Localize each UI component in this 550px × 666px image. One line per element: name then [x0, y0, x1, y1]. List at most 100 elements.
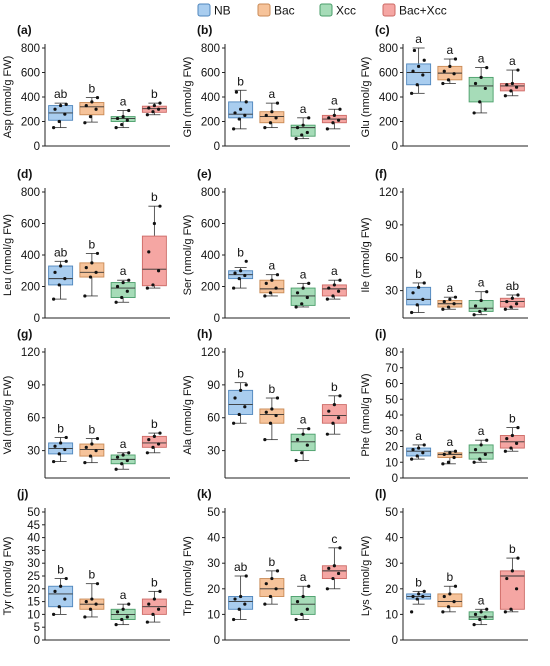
legend-item: NB: [197, 3, 231, 18]
data-point: [90, 442, 94, 446]
data-point: [503, 449, 507, 453]
y-tick-label: 60: [385, 253, 398, 265]
significance-letter: ab: [506, 279, 520, 293]
y-tick-label: 30: [385, 558, 398, 570]
data-point: [237, 412, 241, 417]
data-point: [442, 452, 446, 456]
legend-swatch: [382, 3, 396, 17]
significance-letter: a: [478, 276, 485, 290]
data-point: [52, 612, 56, 617]
data-point: [442, 594, 446, 599]
data-point: [57, 452, 61, 456]
data-point: [485, 290, 489, 294]
data-point: [63, 597, 67, 601]
data-point: [514, 85, 519, 89]
data-point: [244, 100, 248, 104]
y-tick-label: 400: [379, 92, 398, 104]
data-point: [410, 610, 414, 614]
box: [228, 389, 254, 415]
data-point: [88, 454, 93, 458]
data-point: [234, 90, 239, 94]
significance-letter: ab: [54, 87, 68, 101]
box-group: a: [259, 87, 285, 130]
box: [141, 435, 167, 448]
legend-label: Bac: [274, 4, 295, 18]
data-point: [338, 107, 342, 111]
y-tick-label: 50: [207, 507, 220, 519]
box-group: b: [259, 382, 285, 442]
y-tick-label: 40: [27, 533, 40, 545]
box: [48, 265, 74, 286]
box: [499, 570, 525, 610]
data-point: [268, 291, 273, 295]
significance-letter: a: [447, 435, 454, 449]
data-point: [478, 617, 482, 622]
y-tick-label: 200: [201, 117, 220, 129]
box-group: b: [48, 563, 74, 617]
data-point: [453, 57, 458, 61]
box: [259, 111, 285, 124]
significance-letter: b: [509, 542, 516, 556]
data-point: [95, 582, 100, 586]
data-point: [332, 113, 336, 117]
data-point: [415, 454, 419, 458]
data-point: [417, 285, 421, 289]
data-point: [301, 432, 305, 436]
data-point: [294, 617, 298, 622]
data-point: [336, 571, 341, 576]
data-point: [505, 83, 509, 87]
significance-letter: a: [415, 32, 422, 46]
data-point: [331, 294, 335, 298]
data-point: [505, 299, 509, 304]
y-tick-label: 0: [34, 141, 40, 153]
data-point: [94, 602, 98, 606]
data-point: [243, 113, 247, 117]
data-point: [509, 607, 513, 611]
y-tick-label: 5: [34, 622, 40, 634]
significance-letter: b: [151, 575, 158, 589]
data-point: [305, 607, 309, 611]
box: [468, 444, 494, 460]
data-point: [483, 86, 487, 91]
data-point: [115, 610, 120, 614]
y-axis-label: Phe (nmol/g FW): [360, 373, 372, 456]
data-point: [446, 305, 451, 309]
panel-label: (f): [375, 167, 387, 181]
y-tick-label: 30: [385, 426, 398, 438]
box-group: a: [468, 424, 494, 464]
data-point: [63, 277, 67, 281]
legend-label: Xcc: [336, 4, 356, 18]
data-point: [479, 610, 483, 614]
data-point: [57, 119, 61, 124]
data-point: [421, 73, 425, 77]
box-group: b: [79, 568, 105, 619]
data-point: [158, 431, 162, 435]
data-point: [268, 594, 273, 599]
data-point: [452, 302, 456, 306]
data-point: [446, 605, 451, 609]
box: [110, 282, 136, 298]
data-point: [421, 594, 425, 599]
data-point: [275, 101, 280, 105]
data-point: [327, 566, 331, 570]
data-point: [485, 438, 489, 442]
significance-letter: a: [331, 264, 338, 278]
box-group: a: [437, 43, 463, 86]
data-point: [422, 58, 426, 62]
data-point: [151, 283, 155, 287]
y-tick-label: 50: [385, 394, 398, 406]
data-point: [237, 117, 241, 121]
box-group: a: [437, 435, 463, 466]
data-point: [448, 297, 452, 301]
y-tick-label: 40: [207, 533, 220, 545]
box-group: b: [79, 82, 105, 125]
y-tick-label: 0: [214, 635, 220, 647]
significance-letter: a: [447, 43, 454, 57]
data-point: [114, 623, 118, 627]
data-point: [127, 108, 131, 113]
significance-letter: a: [300, 267, 307, 281]
box-group: b: [499, 542, 525, 614]
panel: (b) 0 200 400 600 800 Gln (nmol/g FW) b a a a: [182, 23, 350, 153]
